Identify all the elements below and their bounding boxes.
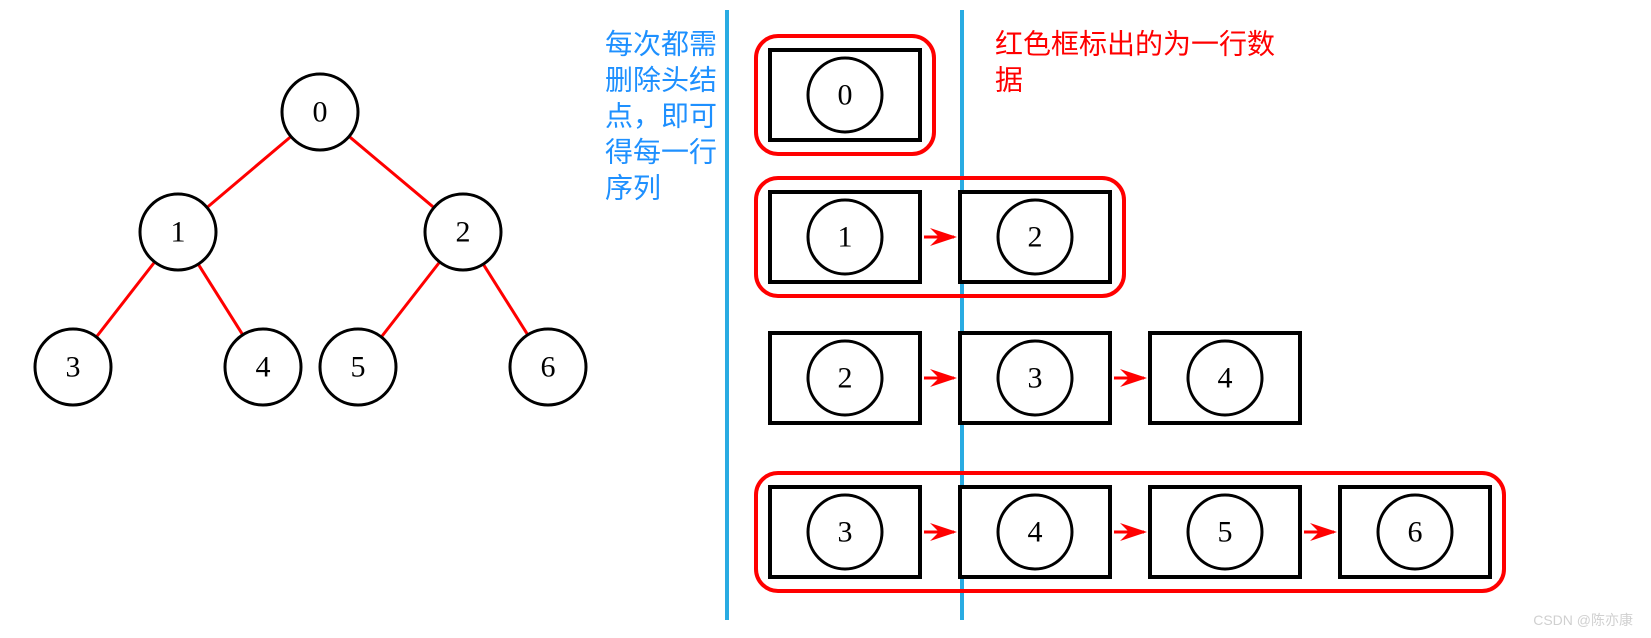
- tree-edge: [483, 264, 528, 335]
- tree-node: 0: [282, 74, 358, 150]
- tree-edge: [381, 262, 439, 337]
- annotation-line: 据: [995, 65, 1023, 97]
- annotation-line: 点，即可: [605, 102, 717, 133]
- queue-node-label: 3: [838, 516, 853, 549]
- queue-node-label: 6: [1408, 516, 1423, 549]
- queue-row: 12: [756, 178, 1124, 296]
- tree-node-label: 0: [313, 96, 328, 129]
- queue-node-label: 0: [838, 79, 853, 112]
- diagram-canvas: 0123456每次都需删除头结点，即可得每一行序列红色框标出的为一行数据0122…: [0, 0, 1651, 638]
- annotation-line: 删除头结: [605, 65, 717, 97]
- queue-node-label: 1: [838, 221, 853, 254]
- annotation-line: 序列: [605, 173, 661, 205]
- tree-node: 4: [225, 329, 301, 405]
- annotation-line: 红色框标出的为一行数: [995, 29, 1275, 61]
- tree-node-label: 6: [541, 351, 556, 384]
- queue-row: 2 3 4: [770, 333, 1300, 423]
- tree-node-label: 1: [171, 216, 186, 249]
- tree-node: 3: [35, 329, 111, 405]
- tree-node-label: 4: [256, 351, 271, 384]
- queue-node-label: 5: [1218, 516, 1233, 549]
- tree-node: 2: [425, 194, 501, 270]
- tree-node: 6: [510, 329, 586, 405]
- tree-edge: [207, 137, 291, 208]
- left-annotation: 每次都需删除头结点，即可得每一行序列: [605, 29, 717, 205]
- queue-node-label: 2: [1028, 221, 1043, 254]
- tree-edge: [96, 262, 154, 337]
- queue-levels: 0122343456: [756, 36, 1504, 591]
- tree-node: 1: [140, 194, 216, 270]
- right-annotation: 红色框标出的为一行数据: [995, 29, 1275, 97]
- tree-node-label: 5: [351, 351, 366, 384]
- queue-row: 3 4 5 6: [756, 473, 1504, 591]
- annotation-line: 每次都需: [605, 29, 717, 61]
- watermark: CSDN @陈亦康: [1533, 610, 1633, 630]
- tree-node-label: 3: [66, 351, 81, 384]
- queue-row: 0: [756, 36, 934, 154]
- tree-node: 5: [320, 329, 396, 405]
- annotation-line: 得每一行: [605, 137, 717, 169]
- queue-node-label: 2: [838, 362, 853, 395]
- queue-node-label: 4: [1218, 362, 1233, 395]
- queue-node-label: 3: [1028, 362, 1043, 395]
- binary-tree: 0 1 2 3 4 5 6: [35, 74, 586, 405]
- tree-node-label: 2: [456, 216, 471, 249]
- tree-edge: [349, 136, 434, 207]
- queue-node-label: 4: [1028, 516, 1043, 549]
- tree-edge: [198, 264, 243, 335]
